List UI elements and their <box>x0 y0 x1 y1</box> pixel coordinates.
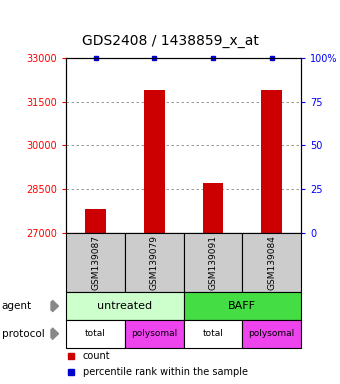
Text: protocol: protocol <box>2 329 45 339</box>
Bar <box>261 90 282 233</box>
Bar <box>203 183 223 233</box>
Bar <box>242 320 301 348</box>
Bar <box>85 209 106 233</box>
Text: GSM139087: GSM139087 <box>91 235 100 290</box>
Text: total: total <box>85 329 106 338</box>
Bar <box>125 233 184 292</box>
Bar <box>144 90 165 233</box>
Bar <box>66 320 125 348</box>
Text: count: count <box>83 351 111 361</box>
Text: BAFF: BAFF <box>228 301 256 311</box>
Bar <box>66 292 184 320</box>
Bar <box>125 320 184 348</box>
Bar <box>184 292 301 320</box>
Bar <box>66 233 125 292</box>
Text: polysomal: polysomal <box>249 329 295 338</box>
Bar <box>184 320 242 348</box>
Text: total: total <box>203 329 223 338</box>
Text: GDS2408 / 1438859_x_at: GDS2408 / 1438859_x_at <box>82 35 258 48</box>
Text: agent: agent <box>2 301 32 311</box>
Text: untreated: untreated <box>97 301 153 311</box>
Text: polysomal: polysomal <box>131 329 177 338</box>
Bar <box>242 233 301 292</box>
Text: GSM139079: GSM139079 <box>150 235 159 290</box>
Bar <box>184 233 242 292</box>
Text: GSM139084: GSM139084 <box>267 235 276 290</box>
Text: GSM139091: GSM139091 <box>208 235 217 290</box>
Text: percentile rank within the sample: percentile rank within the sample <box>83 367 248 377</box>
